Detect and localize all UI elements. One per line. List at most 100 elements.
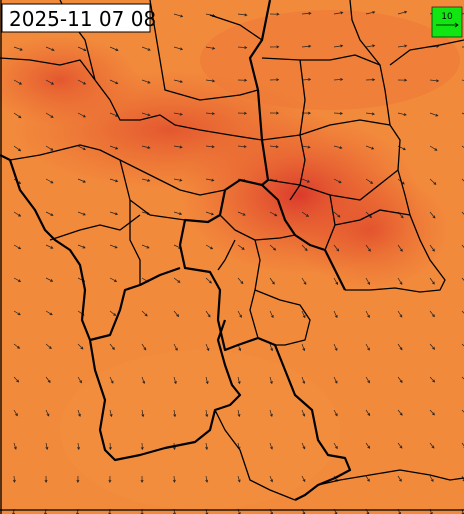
wind-arrow: [365, 178, 374, 184]
wind-arrow: [237, 211, 246, 216]
wind-arrow: [237, 46, 248, 50]
wind-arrow: [173, 79, 184, 83]
wind-arrow: [205, 442, 209, 451]
wind-arrow: [237, 277, 244, 285]
wind-arrow: [397, 44, 408, 48]
wind-arrow: [269, 310, 274, 319]
wind-arrow: [301, 310, 306, 319]
wind-arrow: [45, 244, 54, 249]
wind-arrow: [77, 46, 87, 52]
wind-arrow: [333, 376, 338, 384]
wind-arrow: [13, 79, 23, 85]
wind-arrow: [45, 409, 50, 417]
wind-arrow: [141, 46, 151, 51]
wind-arrow: [109, 244, 118, 249]
wind-arrow: [205, 178, 215, 182]
wind-arrow: [45, 178, 54, 184]
wind-arrow: [397, 78, 408, 82]
wind-arrow: [301, 244, 308, 252]
wind-arrow: [461, 79, 464, 81]
wind-arrow: [205, 244, 214, 250]
wind-arrow: [45, 145, 54, 151]
wind-arrow: [429, 409, 435, 416]
wind-arrow: [13, 211, 22, 217]
wind-arrow: [109, 343, 115, 351]
wind-arrow: [397, 277, 403, 285]
wind-arrow: [205, 211, 215, 216]
wind-arrow: [365, 475, 370, 482]
wind-arrow: [45, 46, 55, 52]
wind-arrow: [45, 211, 54, 216]
wind-arrow: [429, 211, 436, 219]
wind-arrow: [173, 409, 177, 418]
wind-arrow: [237, 111, 248, 115]
wind-arrow: [365, 78, 376, 82]
wind-arrow: [205, 475, 209, 483]
wind-arrow: [141, 79, 151, 84]
wind-arrow: [173, 178, 183, 182]
wind-arrow: [365, 310, 370, 318]
wind-arrow: [173, 376, 177, 385]
wind-arrow: [269, 211, 278, 217]
wind-arrow: [269, 442, 273, 450]
wind-arrow: [397, 409, 403, 416]
wind-arrow: [301, 44, 312, 48]
wind-arrow: [109, 277, 118, 282]
wind-arrow: [76, 475, 80, 483]
wind-arrow: [109, 211, 119, 216]
wind-arrow: [12, 475, 16, 483]
wind-arrow: [333, 409, 338, 417]
wind-arrow: [365, 409, 371, 417]
wind-arrow: [333, 178, 342, 184]
wind-arrow: [461, 46, 464, 48]
wind-arrow: [77, 409, 81, 417]
wind-arrow: [429, 376, 436, 383]
wind-arrow: [365, 211, 372, 219]
wind-arrow: [461, 178, 464, 182]
wind-arrow: [237, 244, 245, 250]
wind-arrow: [461, 310, 464, 314]
wind-arrow: [333, 11, 344, 15]
wind-arrow: [461, 277, 464, 281]
wind-arrow: [141, 145, 151, 149]
wind-arrow: [109, 178, 119, 183]
wind-arrow: [461, 145, 464, 148]
wind-arrow: [13, 310, 21, 316]
wind-arrow: [13, 277, 22, 282]
wind-arrow: [429, 79, 440, 83]
wind-arrow: [141, 409, 145, 418]
wind-arrow: [173, 277, 181, 283]
wind-arrow: [109, 310, 117, 316]
wind-arrow: [173, 46, 184, 51]
wind-arrow: [13, 442, 17, 450]
wind-arrow: [397, 10, 408, 15]
wind-arrow: [45, 79, 55, 85]
wind-arrow: [333, 111, 344, 115]
wind-arrow: [13, 46, 23, 51]
wind-arrow: [301, 277, 307, 285]
wind-arrow: [237, 78, 248, 82]
wind-arrow: [397, 475, 402, 482]
wind-arrow: [269, 475, 273, 483]
wind-arrow: [140, 442, 144, 451]
wind-arrow: [141, 343, 147, 351]
wind-arrow: [141, 112, 151, 117]
wind-arrow: [205, 376, 209, 385]
wind-arrow: [301, 211, 309, 217]
wind-arrow: [205, 343, 210, 352]
wind-arrow: [77, 442, 81, 451]
wind-arrow: [109, 376, 114, 384]
wind-arrow: [269, 12, 280, 16]
cool-zone: [60, 350, 340, 510]
wind-arrow: [44, 475, 48, 483]
legend-box: [431, 6, 463, 38]
wind-arrow: [301, 475, 306, 483]
hotspot: [0, 35, 140, 125]
wind-arrow: [173, 211, 183, 216]
wind-arrow: [429, 145, 438, 151]
wind-arrow: [365, 10, 376, 15]
wind-arrow: [205, 112, 216, 116]
wind-arrow: [13, 145, 22, 152]
wind-arrow: [77, 376, 82, 384]
wind-arrow: [365, 277, 371, 286]
